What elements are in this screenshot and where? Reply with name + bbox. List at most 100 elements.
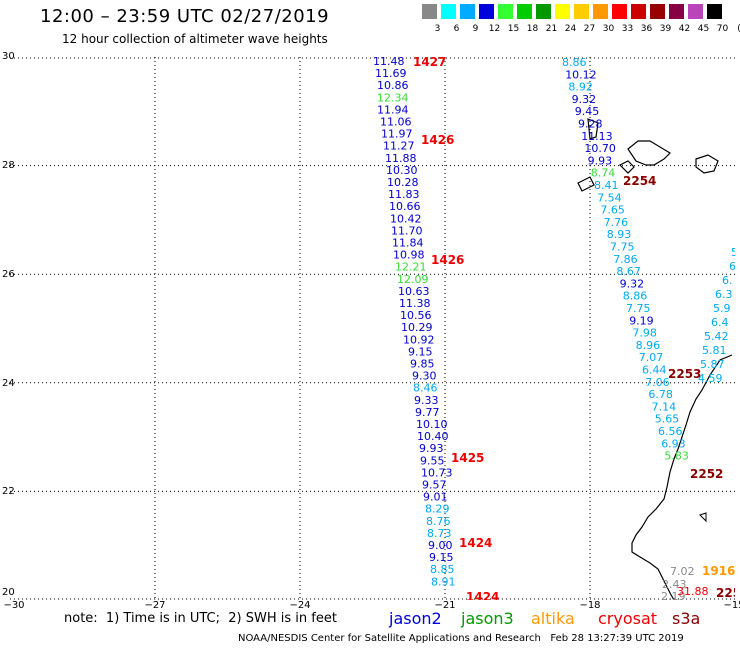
wave-height-value: 11.69 — [375, 67, 407, 80]
pass-time: 1427 — [413, 57, 446, 69]
wave-height-value: 6.4 — [711, 316, 729, 329]
longitude-label: −18 — [579, 600, 601, 611]
wave-height-value: 11.38 — [399, 297, 431, 310]
wave-height-value: 9.85 — [410, 358, 435, 371]
satellite-altika: altika — [531, 609, 575, 628]
wave-height-value: 11.70 — [391, 224, 423, 237]
wave-height-value: 8.85 — [430, 563, 455, 576]
wave-height-value: 11.84 — [392, 237, 424, 250]
wave-height-value: 6.56 — [658, 425, 683, 438]
legend-label: 33 — [621, 24, 634, 34]
legend-swatch — [631, 4, 646, 19]
wave-height-value: 10.92 — [403, 333, 435, 346]
wave-height-value: 5 — [731, 246, 735, 259]
wave-height-value: 10.63 — [398, 285, 430, 298]
wave-height-value: 7.76 — [604, 216, 629, 229]
wave-height-value: 10.98 — [393, 249, 425, 262]
legend-swatch — [707, 4, 722, 19]
wave-height-value: 5.83 — [664, 450, 689, 463]
legend-label: 24 — [564, 24, 577, 34]
pass-time: 1916 — [702, 564, 735, 578]
islet — [699, 512, 707, 523]
wave-height-value: 10.66 — [389, 200, 421, 213]
wave-height-value: 4.59 — [698, 372, 723, 385]
satellite-cryosat: cryosat — [598, 609, 658, 628]
wave-height-value: 11.48 — [373, 57, 405, 68]
wave-height-value: 6.93 — [661, 437, 686, 450]
wave-height-value: 10.28 — [387, 176, 419, 189]
legend-swatch — [612, 4, 627, 19]
longitude-label: −30 — [3, 600, 25, 611]
wave-height-value: 8.41 — [594, 179, 619, 192]
note-text: note: 1) Time is in UTC; 2) SWH is in fe… — [64, 611, 337, 626]
wave-height-value: 9.01 — [423, 491, 448, 504]
legend-swatch — [650, 4, 665, 19]
pass-time: 2252 — [690, 467, 723, 481]
longitude-label: −21 — [434, 600, 456, 611]
legend-label: 42 — [678, 24, 691, 34]
wave-height-value: 7.14 — [652, 400, 677, 413]
wave-height-value: 9.28 — [578, 118, 603, 131]
legend-label: 9 — [472, 24, 479, 34]
wave-height-value: 5.9 — [713, 302, 731, 315]
wave-height-value: 10.86 — [377, 79, 409, 92]
wave-height-value: 5.81 — [702, 344, 727, 357]
wave-height-value: 7.75 — [626, 302, 651, 315]
wave-height-value: 8.93 — [607, 228, 632, 241]
wave-height-value: 8.91 — [431, 575, 456, 588]
legend-swatch — [688, 4, 703, 19]
latitude-label: 22 — [2, 486, 15, 497]
latitude-label: 24 — [2, 378, 15, 389]
wave-height-value: 7.02 — [670, 565, 695, 578]
wave-height-value: 7.75 — [610, 241, 635, 254]
pass-time: 1426 — [431, 253, 464, 267]
satellite-s3a: s3a — [672, 609, 701, 628]
wave-height-value: 11.06 — [380, 116, 412, 129]
wave-height-value: 8.96 — [636, 339, 661, 352]
wave-height-value: 11.83 — [388, 188, 420, 201]
wave-height-value: 10.70 — [584, 142, 616, 155]
legend-label: 70 — [716, 24, 729, 34]
wave-height-value: 6.44 — [642, 364, 667, 377]
wave-height-value: 11.97 — [381, 128, 413, 141]
wave-height-value: 9.93 — [419, 442, 444, 455]
wave-height-value: 6. — [722, 274, 733, 287]
wave-height-value: 12.09 — [397, 273, 429, 286]
legend-label: 18 — [526, 24, 539, 34]
island-tenerife — [627, 140, 671, 166]
wave-height-value: 8.74 — [591, 167, 616, 180]
wave-height-value: 10.30 — [386, 164, 418, 177]
legend-swatch — [479, 4, 494, 19]
wave-height-value: 9.00 — [428, 539, 453, 552]
credit-text: NOAA/NESDIS Center for Satellite Applica… — [238, 633, 541, 644]
wave-height-value: 7.06 — [645, 376, 670, 389]
pass-time: 2253 — [668, 367, 701, 381]
pass-time: 2254 — [623, 174, 656, 188]
legend-swatch — [574, 4, 589, 19]
wave-height-value: 7.54 — [597, 191, 622, 204]
legend-swatch — [536, 4, 551, 19]
satellite-jason2: jason2 — [389, 609, 442, 628]
island-hierro — [577, 176, 595, 192]
pass-time: 1424 — [466, 590, 499, 600]
wave-height-value: 9.55 — [420, 454, 445, 467]
wave-height-value: 7.98 — [632, 327, 657, 340]
legend-swatch — [555, 4, 570, 19]
wave-height-value: 8.67 — [616, 265, 641, 278]
latitude-label: 28 — [2, 160, 15, 171]
latitude-label: 30 — [2, 51, 15, 62]
island-gomera — [618, 160, 635, 174]
latitude-label: 20 — [2, 587, 15, 598]
wave-height-value: 9.77 — [415, 406, 440, 419]
legend-label: 45 — [697, 24, 710, 34]
legend-label: 27 — [583, 24, 596, 34]
footer-credit: NOAA/NESDIS Center for Satellite Applica… — [238, 633, 684, 644]
wave-height-value: 8.92 — [568, 81, 593, 94]
wave-height-value: 9.93 — [588, 154, 613, 167]
wave-height-value: 8.86 — [623, 290, 648, 303]
wave-height-value: 10.40 — [417, 430, 449, 443]
legend-label: 3 — [434, 24, 441, 34]
wave-height-value: 12.21 — [395, 261, 427, 274]
longitude-label: −27 — [144, 600, 166, 611]
wave-height-value: 7.07 — [639, 351, 664, 364]
